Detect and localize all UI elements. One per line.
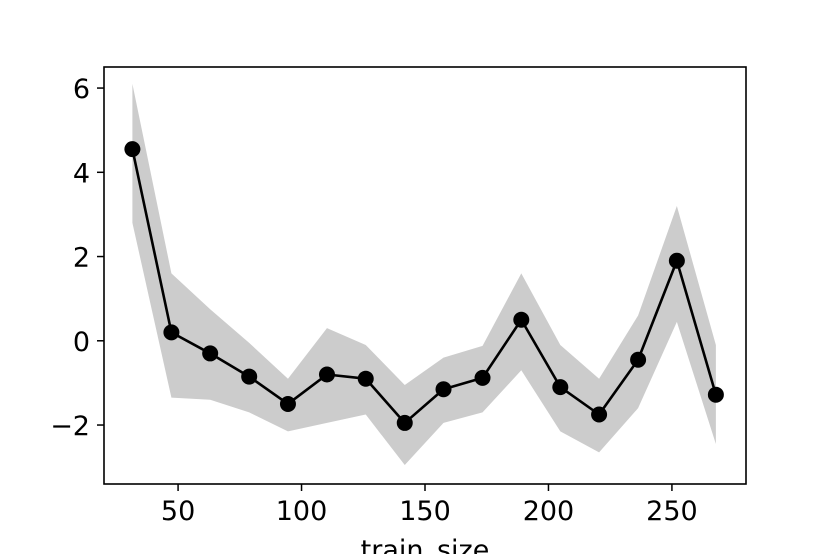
data-point [707, 386, 724, 403]
data-point [202, 345, 219, 362]
x-axis-ticks: 50 100 150 200 250 [161, 484, 698, 527]
y-tick-label: 2 [73, 243, 90, 274]
y-tick-label: 0 [73, 327, 90, 358]
x-tick-label: 100 [276, 496, 328, 527]
data-point [124, 141, 141, 158]
data-point [241, 368, 258, 385]
x-tick-label: 200 [523, 496, 575, 527]
data-point [474, 369, 491, 386]
data-point [668, 252, 685, 269]
data-point [435, 381, 452, 398]
confidence-band-layer [132, 83, 716, 466]
data-point [279, 395, 296, 412]
y-axis-ticks: −2 0 2 4 6 [50, 74, 104, 442]
data-point [591, 406, 608, 423]
data-points-layer [124, 141, 724, 431]
confidence-band [132, 83, 716, 466]
y-tick-label: −2 [50, 411, 90, 442]
x-tick-label: 50 [161, 496, 195, 527]
data-point [318, 366, 335, 383]
x-axis-label: train_size [361, 535, 490, 554]
x-tick-label: 250 [646, 496, 698, 527]
y-tick-label: 6 [73, 74, 90, 105]
data-point [513, 311, 530, 328]
data-point [163, 324, 180, 341]
y-tick-label: 4 [73, 158, 90, 189]
series-line-layer [131, 148, 718, 425]
series-line [131, 148, 718, 425]
data-point [357, 370, 374, 387]
data-point [630, 351, 647, 368]
x-tick-label: 150 [399, 496, 451, 527]
data-point [552, 379, 569, 396]
data-point [396, 414, 413, 431]
